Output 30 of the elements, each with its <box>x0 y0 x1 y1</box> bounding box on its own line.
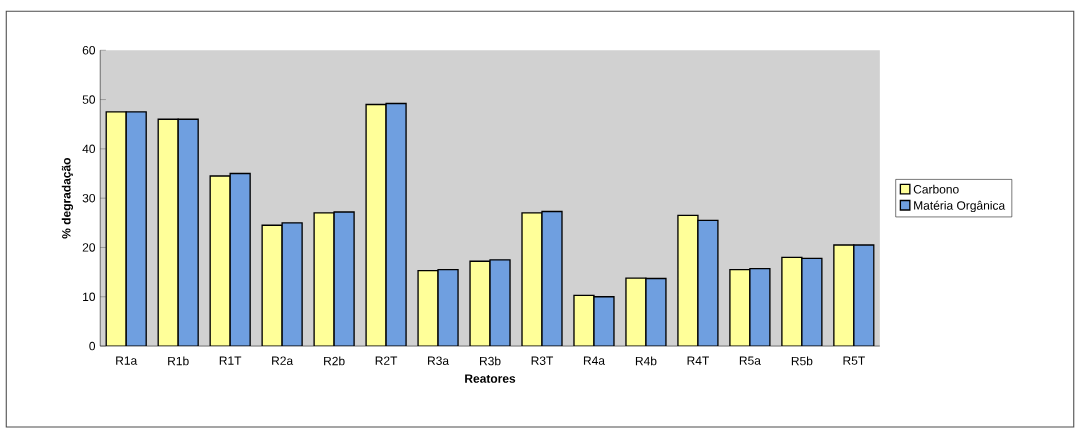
legend-label: Carbono <box>913 184 959 194</box>
x-tick-label: R3b <box>480 356 501 366</box>
y-tick-label: 40 <box>82 144 96 153</box>
y-tick-label: 10 <box>83 292 96 301</box>
y-tick-label: 60 <box>82 45 96 55</box>
y-tick-label: 30 <box>82 193 96 203</box>
x-tick-label: R3T <box>531 356 554 365</box>
x-tick-label: R5T <box>843 356 865 365</box>
x-tick-label: R1a <box>116 356 138 365</box>
y-tick-label: 50 <box>82 95 96 104</box>
x-tick-label: R4T <box>687 356 709 365</box>
bar <box>177 118 199 346</box>
bar <box>105 111 127 346</box>
bar <box>125 111 147 346</box>
x-tick-label: R1T <box>219 356 242 365</box>
y-axis-title: % degradação <box>61 157 74 239</box>
legend-label: Matéria Orgânica <box>914 200 1006 212</box>
x-tick-label: R5b <box>791 356 813 366</box>
x-tick-label: R5a <box>739 356 761 365</box>
y-tick-label: 0 <box>89 341 96 351</box>
x-tick-label: R2T <box>375 356 398 365</box>
x-axis-title: Reatores <box>465 374 516 383</box>
x-tick-label: R4a <box>583 356 605 365</box>
x-tick-label: R1b <box>168 356 189 366</box>
x-tick-label: R4b <box>635 356 657 366</box>
x-tick-label: R2b <box>324 356 345 366</box>
x-tick-label: R2a <box>272 356 294 365</box>
bar <box>157 118 179 346</box>
x-tick-label: R3a <box>428 356 450 365</box>
y-tick-label: 20 <box>82 243 96 252</box>
